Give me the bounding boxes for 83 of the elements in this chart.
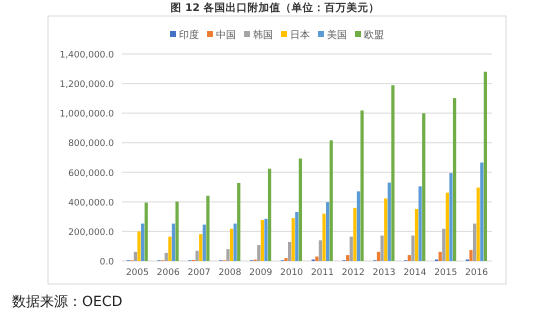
bar	[134, 252, 138, 261]
chart-title: 图 12 各国出口附加值（单位：百万美元）	[170, 1, 380, 14]
bar	[384, 198, 388, 261]
bar	[237, 182, 240, 261]
legend-label: 欧盟	[364, 29, 384, 41]
bar	[350, 236, 353, 261]
bar	[449, 173, 453, 261]
bar	[288, 242, 292, 261]
bar	[257, 245, 260, 261]
bar	[422, 113, 426, 261]
bar	[164, 252, 168, 261]
bar	[318, 240, 322, 261]
y-tick-label: 800,000.0	[68, 139, 114, 150]
x-tick-label: 2013	[372, 268, 396, 278]
bar	[330, 140, 333, 261]
y-tick-label: 0.0	[100, 258, 114, 268]
bar	[284, 258, 288, 261]
bar	[380, 236, 384, 261]
bar	[295, 212, 298, 261]
y-tick-label: 1,000,000.0	[60, 110, 114, 120]
bar	[360, 110, 364, 261]
x-tick-label: 2005	[126, 268, 149, 278]
bar	[388, 182, 391, 261]
bar	[199, 234, 202, 261]
bar	[446, 192, 449, 261]
bar	[322, 214, 326, 261]
y-tick-label: 1,200,000.0	[60, 80, 114, 90]
bar	[442, 228, 446, 261]
bar	[452, 98, 456, 261]
x-tick-label: 2009	[249, 268, 272, 278]
bar	[226, 249, 230, 261]
legend-label: 印度	[179, 29, 199, 41]
bar	[168, 236, 172, 261]
bar	[268, 168, 272, 261]
bar	[408, 255, 411, 261]
bar	[137, 231, 141, 261]
bar	[391, 85, 395, 261]
bar	[172, 224, 176, 261]
bar	[206, 196, 210, 261]
x-tick-label: 2006	[156, 268, 180, 278]
bar	[292, 218, 295, 261]
bar	[175, 202, 179, 261]
x-tick-label: 2008	[218, 268, 242, 278]
bar	[476, 188, 480, 261]
bar	[202, 224, 206, 261]
bar	[141, 224, 144, 261]
bar	[264, 218, 268, 261]
y-tick-label: 400,000.0	[68, 198, 114, 208]
bar	[230, 228, 234, 261]
bar	[195, 250, 199, 261]
bar	[480, 162, 484, 261]
bar	[418, 186, 422, 261]
legend-label: 日本	[290, 29, 310, 41]
x-tick-label: 2014	[403, 268, 427, 278]
legend-label: 韩国	[253, 29, 273, 41]
bar	[144, 202, 148, 261]
x-tick-label: 2011	[310, 268, 334, 278]
x-tick-label: 2015	[434, 268, 458, 278]
x-tick-label: 2010	[280, 268, 304, 278]
bar	[356, 191, 360, 261]
bar	[353, 208, 356, 261]
bar	[260, 220, 264, 261]
bar	[472, 224, 476, 261]
y-tick-label: 1,400,000.0	[60, 50, 114, 60]
x-tick-label: 2016	[465, 268, 488, 278]
bar	[484, 72, 488, 261]
x-tick-label: 2012	[342, 268, 365, 278]
bar	[414, 208, 418, 261]
bar	[326, 202, 330, 261]
legend-label: 美国	[327, 29, 347, 41]
x-tick-label: 2007	[188, 268, 211, 278]
legend-label: 中国	[216, 29, 236, 41]
bar	[346, 255, 350, 261]
y-tick-label: 600,000.0	[68, 168, 114, 179]
bar	[298, 158, 302, 261]
bar	[376, 252, 380, 261]
bar	[438, 252, 442, 261]
bar	[469, 250, 473, 261]
source-note: 数据来源：OECD	[12, 294, 122, 310]
bar	[234, 224, 237, 261]
y-tick-label: 200,000.0	[68, 228, 114, 238]
bar	[411, 236, 415, 261]
bar	[315, 256, 318, 261]
